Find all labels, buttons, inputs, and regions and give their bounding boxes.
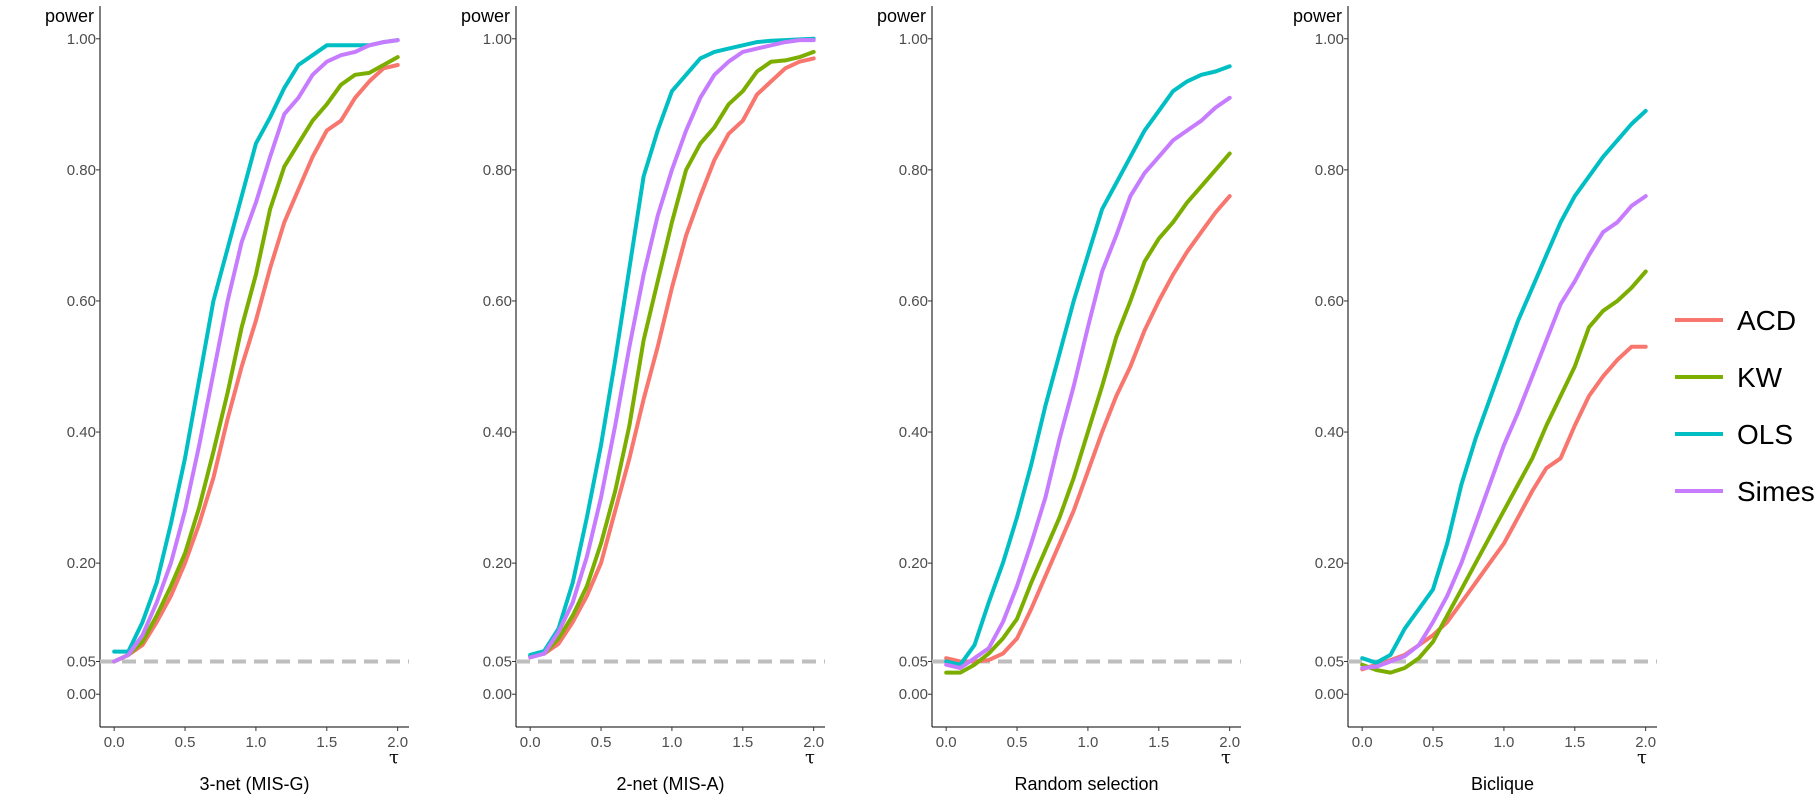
x-tick-label: 2.0 <box>1635 734 1656 751</box>
x-axis-symbol: τ <box>1221 747 1231 768</box>
x-tick-label: 2.0 <box>1219 734 1240 751</box>
panel-title: 3-net (MIS-G) <box>199 774 309 794</box>
legend-label-kw: KW <box>1737 362 1783 393</box>
series-line-acd <box>112 63 400 664</box>
y-tick-label: 1.00 <box>483 31 512 48</box>
y-tick-label: 0.80 <box>483 162 512 179</box>
y-tick-label: 0.00 <box>483 686 512 703</box>
panel-title: Random selection <box>1014 774 1158 794</box>
panel-title: Biclique <box>1471 774 1534 794</box>
panel-2: 0.00 0.05 0.20 0.40 0.60 0.80 1.00 0.0 0.5 1.0 1.5… <box>461 6 825 794</box>
x-tick-label: 1.0 <box>661 734 682 751</box>
y-tick-label: 0.40 <box>899 424 928 441</box>
y-tick-label: 0.05 <box>483 653 512 670</box>
x-tick-label: 1.0 <box>1077 734 1098 751</box>
y-tick-label: 0.60 <box>483 293 512 310</box>
y-tick-label: 1.00 <box>1315 31 1344 48</box>
x-tick-label: 0.5 <box>1007 734 1028 751</box>
x-tick-label: 0.5 <box>591 734 612 751</box>
y-axis-title: power <box>461 6 510 26</box>
x-tick-label: 1.0 <box>1493 734 1514 751</box>
y-tick-label: 0.20 <box>483 555 512 572</box>
y-tick-label: 0.40 <box>1315 424 1344 441</box>
x-axis-symbol: τ <box>805 747 815 768</box>
panel-1: 0.00 0.05 0.20 0.40 0.60 0.80 1.00 0.0 0.5 1.0 1.5… <box>45 6 409 794</box>
x-tick-label: 0.0 <box>936 734 957 751</box>
panel-3: 0.00 0.05 0.20 0.40 0.60 0.80 1.00 0.0 0.5 1.0 1.5… <box>877 6 1241 794</box>
y-tick-label: 0.05 <box>1315 653 1344 670</box>
y-tick-label: 1.00 <box>67 31 96 48</box>
series-line-ols <box>944 64 1232 667</box>
y-tick-label: 0.05 <box>67 653 96 670</box>
series-line-simes <box>528 38 816 660</box>
y-tick-label: 0.20 <box>1315 555 1344 572</box>
x-tick-label: 2.0 <box>387 734 408 751</box>
y-axis-title: power <box>877 6 926 26</box>
legend: ACD KW OLS Simes <box>1675 305 1815 507</box>
x-tick-label: 1.5 <box>316 734 337 751</box>
x-axis-symbol: τ <box>1637 747 1647 768</box>
y-tick-label: 0.00 <box>1315 686 1344 703</box>
series-line-kw <box>112 55 400 664</box>
legend-label-acd: ACD <box>1737 305 1796 336</box>
x-tick-label: 1.5 <box>1148 734 1169 751</box>
y-tick-label: 0.80 <box>67 162 96 179</box>
x-tick-label: 0.5 <box>175 734 196 751</box>
series-line-simes <box>944 95 1232 670</box>
y-tick-label: 0.05 <box>899 653 928 670</box>
x-tick-label: 0.0 <box>1352 734 1373 751</box>
y-tick-label: 0.60 <box>899 293 928 310</box>
y-tick-label: 0.60 <box>67 293 96 310</box>
series-line-simes <box>1360 194 1648 670</box>
series-line-ols <box>1360 108 1648 665</box>
panel-title: 2-net (MIS-A) <box>616 774 724 794</box>
series-line-kw <box>944 151 1232 675</box>
legend-label-ols: OLS <box>1737 419 1793 450</box>
y-tick-label: 0.80 <box>1315 162 1344 179</box>
x-tick-label: 1.0 <box>245 734 266 751</box>
series-line-acd <box>528 56 816 659</box>
x-axis-symbol: τ <box>389 747 399 768</box>
series-line-ols <box>112 38 400 654</box>
y-tick-label: 0.00 <box>67 686 96 703</box>
x-tick-label: 1.5 <box>1564 734 1585 751</box>
series-line-simes <box>112 38 400 664</box>
y-tick-label: 0.20 <box>899 555 928 572</box>
y-tick-label: 0.40 <box>67 424 96 441</box>
y-tick-label: 1.00 <box>899 31 928 48</box>
x-tick-label: 2.0 <box>803 734 824 751</box>
series-line-acd <box>944 194 1232 664</box>
series-line-kw <box>1360 269 1648 675</box>
series-line-kw <box>528 49 816 659</box>
y-axis-title: power <box>1293 6 1342 26</box>
y-tick-label: 0.00 <box>899 686 928 703</box>
series-line-ols <box>528 36 816 657</box>
panel-4: 0.00 0.05 0.20 0.40 0.60 0.80 1.00 0.0 0.5 1.0 1.5… <box>1293 6 1657 794</box>
y-tick-label: 0.60 <box>1315 293 1344 310</box>
x-tick-label: 0.0 <box>520 734 541 751</box>
y-tick-label: 0.40 <box>483 424 512 441</box>
x-tick-label: 0.0 <box>104 734 125 751</box>
x-tick-label: 1.5 <box>732 734 753 751</box>
y-axis-title: power <box>45 6 94 26</box>
y-tick-label: 0.20 <box>67 555 96 572</box>
legend-label-simes: Simes <box>1737 476 1815 507</box>
y-tick-label: 0.80 <box>899 162 928 179</box>
x-tick-label: 0.5 <box>1423 734 1444 751</box>
